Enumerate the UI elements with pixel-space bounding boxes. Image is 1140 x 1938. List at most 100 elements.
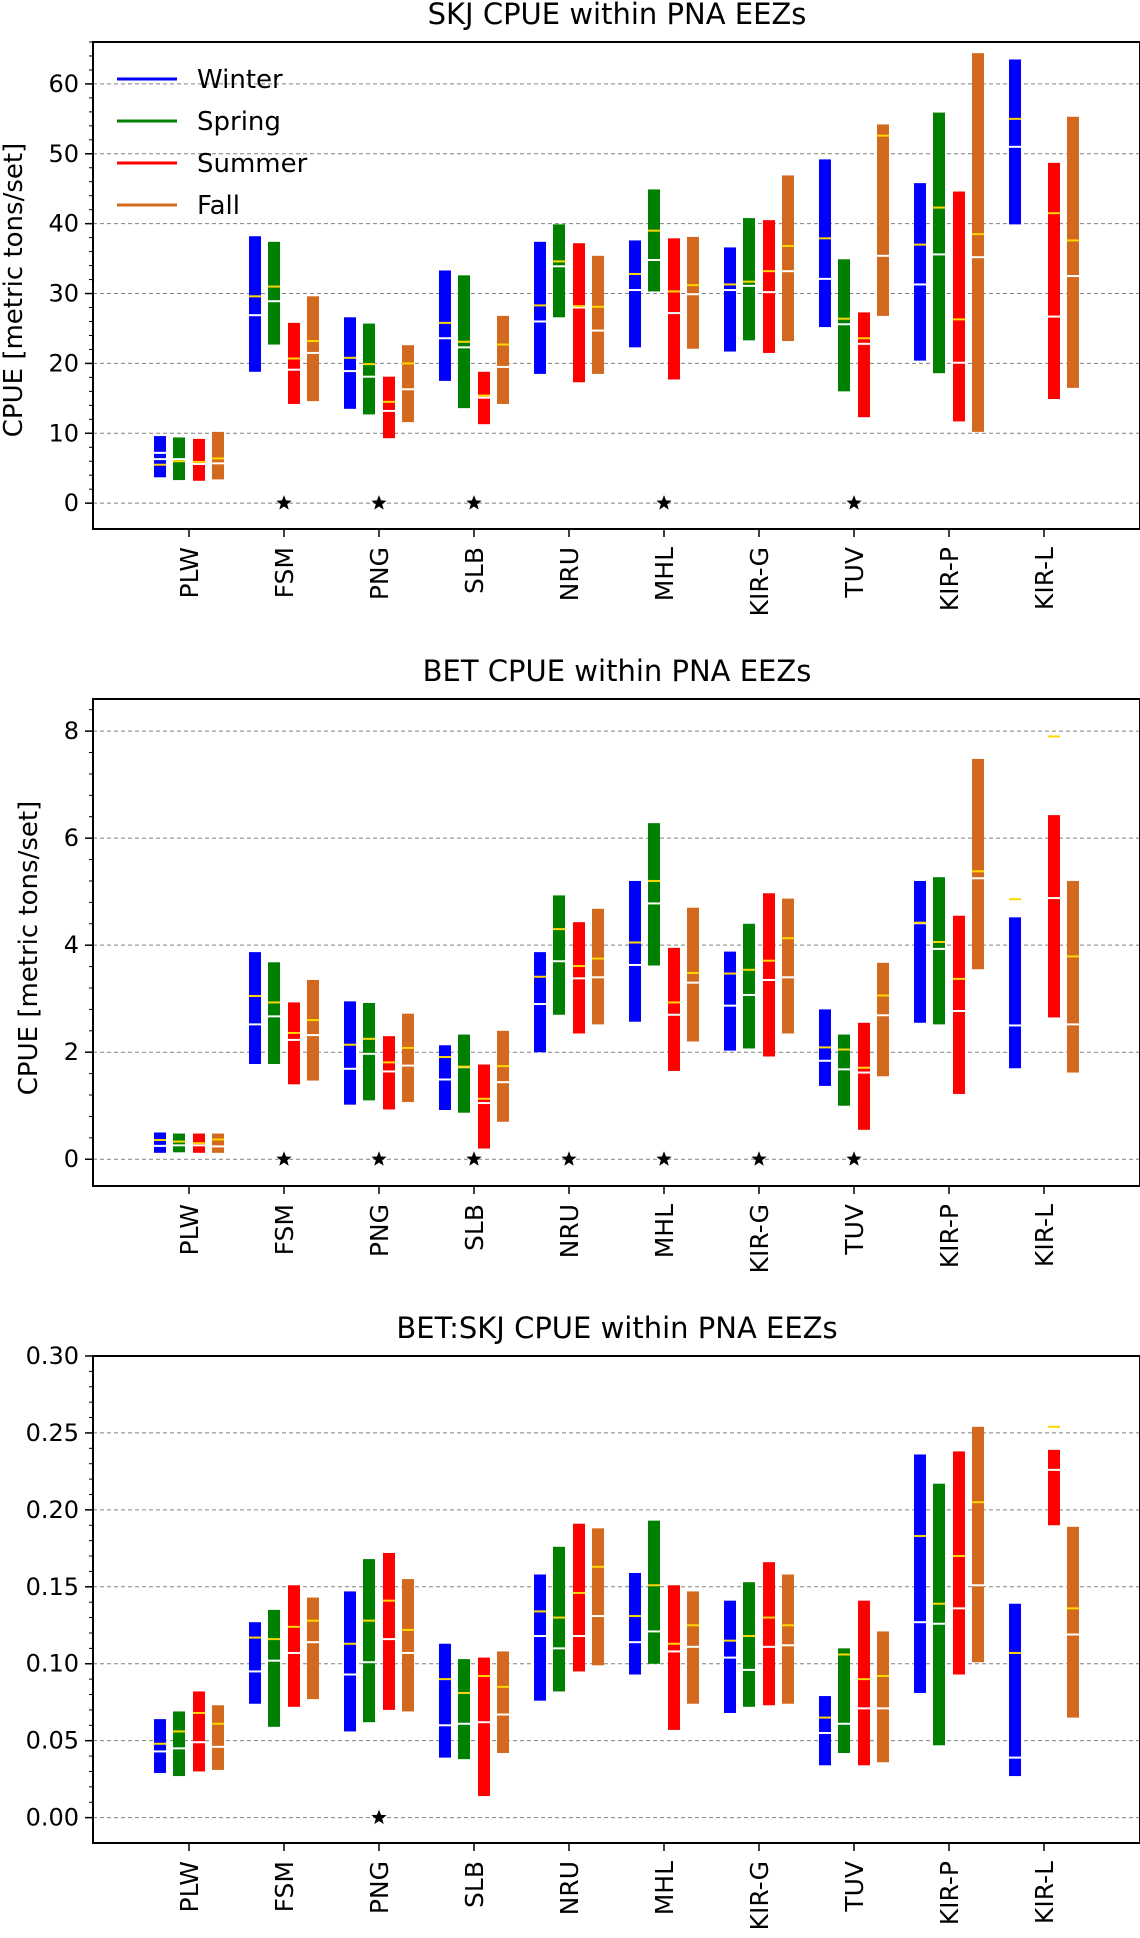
bar-fall-kir-l	[1067, 1526, 1079, 1718]
y-tick-label: 30	[48, 280, 79, 308]
significance-star-mhl	[656, 1151, 672, 1166]
bar-fall-kir-p	[972, 758, 984, 970]
bar-fall-tuv	[877, 962, 889, 1077]
bar-summer-slb	[478, 1064, 490, 1149]
bar-fall-kir-g	[782, 898, 794, 1034]
bar-summer-nru	[573, 243, 585, 383]
bar-summer-tuv	[858, 1022, 870, 1130]
y-tick-label: 6	[64, 824, 79, 852]
x-tick-label-fsm: FSM	[270, 1204, 299, 1255]
bar-winter-plw	[154, 1719, 166, 1773]
bar-winter-fsm	[249, 952, 261, 1064]
x-tick-label-kir-l: KIR-L	[1030, 1861, 1059, 1924]
bar-spring-mhl	[648, 1520, 660, 1664]
bar-spring-nru	[553, 224, 565, 318]
plot-frame	[92, 41, 1140, 530]
significance-star-png	[371, 1809, 387, 1825]
significance-star-kir-g	[751, 1151, 767, 1166]
bar-spring-tuv	[838, 1648, 850, 1753]
bar-winter-png	[344, 1591, 356, 1732]
bar-spring-slb	[458, 1034, 470, 1113]
significance-star-slb	[466, 1151, 482, 1166]
bar-spring-nru	[553, 1546, 565, 1692]
x-tick-label-kir-p: KIR-P	[935, 1861, 964, 1925]
bar-summer-nru	[573, 1523, 585, 1672]
y-tick-label: 0.00	[26, 1804, 79, 1832]
x-tick-label-png: PNG	[365, 547, 394, 600]
bar-fall-slb	[497, 1030, 509, 1122]
bar-winter-kir-l	[1009, 59, 1021, 225]
bar-summer-kir-p	[953, 191, 965, 422]
significance-star-mhl	[656, 495, 672, 510]
y-tick-label: 50	[48, 140, 79, 168]
x-tick-label-nru: NRU	[555, 1204, 584, 1258]
bar-winter-mhl	[629, 880, 641, 1022]
x-tick-label-tuv: TUV	[840, 1204, 869, 1256]
bar-winter-nru	[534, 1574, 546, 1701]
bar-winter-plw	[154, 1132, 166, 1153]
bar-spring-png	[363, 323, 375, 415]
x-tick-label-plw: PLW	[175, 547, 204, 598]
significance-star-tuv	[846, 1151, 862, 1166]
bar-fall-png	[402, 345, 414, 423]
bar-summer-fsm	[288, 1002, 300, 1085]
x-tick-label-mhl: MHL	[650, 1204, 679, 1258]
bet-y-axis-label: CPUE [metric tons/set]	[14, 801, 44, 1095]
bar-summer-kir-l	[1048, 815, 1060, 1018]
x-tick-label-mhl: MHL	[650, 1861, 679, 1915]
significance-star-nru	[561, 1151, 577, 1166]
bar-winter-slb	[439, 1045, 451, 1111]
legend-label-fall: Fall	[197, 191, 240, 221]
bar-winter-tuv	[819, 1696, 831, 1766]
bar-fall-png	[402, 1579, 414, 1712]
bar-winter-plw	[154, 436, 166, 478]
bar-fall-plw	[212, 1133, 224, 1153]
bar-summer-plw	[193, 1691, 205, 1772]
bar-fall-slb	[497, 1651, 509, 1753]
y-tick-label: 0.20	[26, 1496, 79, 1524]
y-tick-label: 8	[64, 717, 79, 745]
y-tick-label: 60	[48, 70, 79, 98]
bar-summer-slb	[478, 1657, 490, 1797]
y-tick-label: 0.10	[26, 1650, 79, 1678]
x-tick-label-nru: NRU	[555, 1861, 584, 1915]
bar-summer-kir-p	[953, 915, 965, 1094]
bar-spring-mhl	[648, 189, 660, 292]
bar-spring-tuv	[838, 259, 850, 392]
bar-fall-kir-l	[1067, 116, 1079, 388]
x-tick-label-kir-l: KIR-L	[1030, 547, 1059, 610]
bar-fall-slb	[497, 315, 509, 404]
y-tick-label: 0.05	[26, 1727, 79, 1755]
x-tick-label-plw: PLW	[175, 1861, 204, 1912]
x-tick-label-nru: NRU	[555, 547, 584, 601]
significance-star-png	[371, 495, 387, 510]
bar-spring-mhl	[648, 823, 660, 966]
x-tick-label-slb: SLB	[460, 1861, 489, 1908]
bar-spring-plw	[173, 1711, 185, 1777]
significance-star-tuv	[846, 495, 862, 510]
bar-fall-nru	[592, 1528, 604, 1666]
bar-winter-slb	[439, 270, 451, 381]
x-tick-label-fsm: FSM	[270, 547, 299, 598]
x-tick-label-kir-g: KIR-G	[745, 1204, 774, 1273]
bar-summer-kir-l	[1048, 1449, 1060, 1526]
bar-winter-mhl	[629, 1572, 641, 1675]
bar-fall-plw	[212, 431, 224, 480]
bar-fall-plw	[212, 1705, 224, 1770]
bar-summer-kir-g	[763, 220, 775, 353]
bar-summer-plw	[193, 438, 205, 481]
bar-spring-slb	[458, 1659, 470, 1760]
bar-winter-fsm	[249, 236, 261, 372]
legend-label-spring: Spring	[197, 107, 281, 137]
legend-label-winter: Winter	[197, 65, 283, 95]
y-tick-label: 0.30	[26, 1342, 79, 1370]
bar-winter-kir-p	[914, 1454, 926, 1693]
y-tick-label: 0.15	[26, 1573, 79, 1601]
bar-summer-png	[383, 376, 395, 439]
x-tick-label-kir-p: KIR-P	[935, 547, 964, 611]
bar-fall-kir-l	[1067, 880, 1079, 1073]
x-tick-label-plw: PLW	[175, 1204, 204, 1255]
bar-summer-kir-g	[763, 893, 775, 1057]
bar-spring-kir-p	[933, 1483, 945, 1746]
